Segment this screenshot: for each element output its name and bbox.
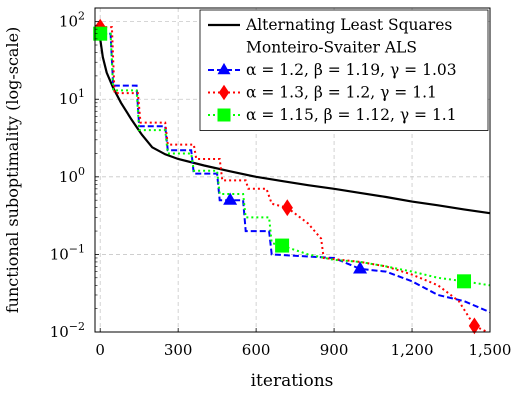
legend-marker-3 — [218, 84, 230, 101]
x-tick-label: 0 — [95, 341, 105, 359]
series-marker-4 — [275, 238, 290, 253]
y-tick-exponent: 1 — [78, 87, 85, 100]
series-layer — [93, 18, 491, 335]
y-tick-label: 102 — [59, 10, 85, 31]
series-marker-3 — [281, 199, 293, 217]
series-line-0 — [99, 38, 491, 215]
x-tick-label: 900 — [320, 341, 349, 359]
x-tick-label: 300 — [164, 341, 193, 359]
y-tick-base: 10 — [59, 13, 78, 31]
legend-marker-4 — [217, 108, 231, 122]
y-axis-label: functional suboptimality (log-scale) — [3, 27, 22, 314]
y-tick-label: 10−2 — [50, 320, 85, 341]
x-tick-label: 600 — [242, 341, 271, 359]
y-tick-label: 100 — [59, 165, 85, 186]
y-tick-exponent: −1 — [69, 242, 85, 255]
x-tick-label: 1,200 — [391, 341, 434, 359]
legend-label-3: α = 1.3, β = 1.2, γ = 1.1 — [246, 84, 437, 102]
legend-label-2: α = 1.2, β = 1.19, γ = 1.03 — [246, 61, 457, 79]
series-line-4 — [100, 32, 491, 287]
series-marker-2 — [223, 192, 238, 205]
y-tick-base: 10 — [59, 168, 78, 186]
legend-label-1: Monteiro-Svaiter ALS — [246, 39, 417, 57]
y-tick-base: 10 — [59, 90, 78, 108]
legend-box — [199, 9, 489, 131]
series-marker-2 — [353, 261, 368, 274]
y-tick-exponent: 2 — [78, 10, 85, 23]
y-tick-label: 10−1 — [50, 242, 85, 263]
series-line-3 — [100, 26, 488, 333]
x-tick-label: 1,500 — [469, 341, 512, 359]
y-tick-exponent: −2 — [69, 320, 85, 333]
y-tick-base: 10 — [50, 245, 69, 263]
series-line-2 — [100, 32, 491, 314]
legend-label-4: α = 1.15, β = 1.12, γ = 1.1 — [246, 106, 457, 124]
series-marker-3 — [468, 317, 481, 335]
series-marker-4 — [457, 274, 472, 289]
plot-frame — [94, 7, 491, 333]
x-ticks: 0 300 600 900 1,200 1,500 — [95, 328, 511, 359]
y-tick-label: 101 — [59, 87, 85, 108]
x-axis-label: iterations — [251, 371, 334, 391]
legend-label-0: Alternating Least Squares — [245, 16, 452, 34]
y-tick-base: 10 — [50, 323, 69, 341]
y-tick-exponent: 0 — [78, 165, 85, 178]
legend: Alternating Least Squares Monteiro-Svaite… — [199, 9, 489, 131]
legend-marker-2 — [217, 62, 231, 75]
series-marker-4 — [93, 26, 108, 41]
